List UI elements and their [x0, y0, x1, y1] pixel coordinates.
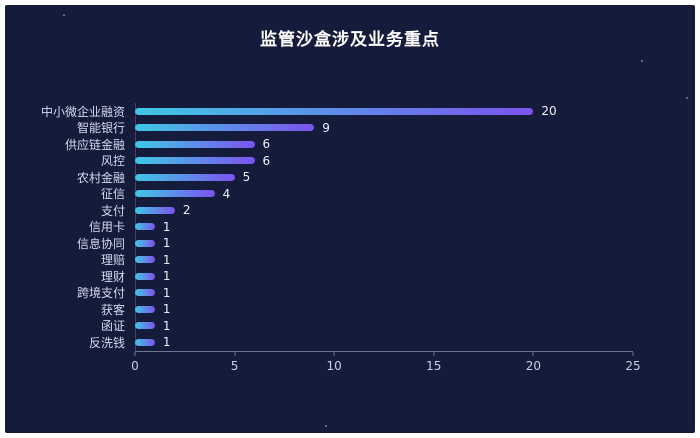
- bar-track: 1: [135, 285, 633, 302]
- value-label: 6: [262, 153, 271, 168]
- bar-track: 1: [135, 252, 633, 269]
- category-label: 跨境支付: [76, 286, 125, 301]
- chart-panel: 监管沙盒涉及业务重点 中小微企业融资 20 智能银行 9 供应链金融 6 风控 6 农村金融 5 征…: [5, 5, 695, 433]
- bar-track: 9: [135, 120, 633, 137]
- bar-row: 支付 2: [13, 202, 633, 219]
- bar: [135, 256, 155, 264]
- x-axis-labels: 0 5 10 15 20 25: [131, 350, 641, 378]
- background-dot: [641, 60, 643, 62]
- bar-track: 1: [135, 318, 633, 335]
- background-dot: [686, 97, 688, 99]
- bar-row: 信息协同 1: [13, 235, 633, 252]
- chart-title: 监管沙盒涉及业务重点: [260, 30, 440, 50]
- value-label: 5: [242, 170, 251, 185]
- value-label: 1: [162, 219, 171, 234]
- background-dot: [63, 14, 65, 16]
- bar-track: 1: [135, 301, 633, 318]
- x-tick-label: 15: [426, 358, 442, 373]
- x-tick-mark: [433, 351, 435, 356]
- bar-track: 6: [135, 136, 633, 153]
- value-label: 2: [182, 203, 191, 218]
- bar-row: 反洗钱 1: [13, 334, 633, 351]
- category-label: 智能银行: [76, 121, 125, 136]
- value-label: 1: [162, 269, 171, 284]
- category-label: 信息协同: [76, 236, 125, 251]
- x-tick-label: 20: [525, 358, 542, 373]
- bar-row: 信用卡 1: [13, 219, 633, 236]
- bar: [135, 157, 255, 165]
- x-tick-label: 25: [625, 358, 641, 373]
- bar-row: 中小微企业融资 20: [13, 103, 633, 120]
- bar-row: 理财 1: [13, 268, 633, 285]
- x-tick-label: 5: [230, 358, 239, 373]
- bar-track: 2: [135, 202, 633, 219]
- bar-row: 理赔 1: [13, 252, 633, 269]
- x-tick-mark: [134, 351, 136, 356]
- bar-row: 风控 6: [13, 153, 633, 170]
- bar: [135, 223, 155, 231]
- bar-track: 6: [135, 153, 633, 170]
- value-label: 4: [222, 186, 231, 201]
- category-label: 供应链金融: [64, 137, 125, 152]
- bar: [135, 206, 175, 214]
- category-label: 风控: [100, 154, 125, 169]
- value-label: 20: [541, 104, 557, 119]
- bar: [135, 239, 155, 247]
- category-label: 支付: [100, 203, 125, 218]
- x-tick-mark: [632, 351, 634, 356]
- bar-track: 20: [135, 103, 633, 120]
- bar-row: 供应链金融 6: [13, 136, 633, 153]
- category-label: 征信: [100, 187, 125, 202]
- x-tick-label: 0: [131, 358, 139, 373]
- bar: [135, 289, 155, 297]
- x-tick-label: 10: [326, 358, 342, 373]
- value-label: 9: [322, 120, 330, 135]
- value-label: 1: [162, 236, 171, 251]
- value-label: 1: [162, 285, 171, 300]
- value-label: 6: [262, 137, 271, 152]
- category-label: 理财: [100, 269, 125, 284]
- bar: [135, 338, 155, 346]
- category-label: 反洗钱: [88, 335, 125, 350]
- bar-row: 农村金融 5: [13, 169, 633, 186]
- bar: [135, 124, 315, 132]
- x-tick-mark: [532, 351, 534, 356]
- bar-track: 4: [135, 186, 633, 203]
- category-label: 农村金融: [76, 170, 125, 185]
- x-tick-mark: [234, 351, 236, 356]
- x-axis: 0 5 10 15 20 25: [13, 350, 641, 378]
- bar-row: 跨境支付 1: [13, 285, 633, 302]
- value-label: 1: [162, 252, 171, 267]
- bar-track: 1: [135, 235, 633, 252]
- value-label: 1: [162, 318, 171, 333]
- bar: [135, 107, 534, 115]
- axis-spacer: [13, 351, 135, 378]
- bar-rows: 中小微企业融资 20 智能银行 9 供应链金融 6 风控 6 农村金融 5 征信 4 支付 2 信用卡 1 信息…: [13, 103, 633, 351]
- bar-track: 1: [135, 334, 633, 351]
- bar-track: 1: [135, 268, 633, 285]
- bar-row: 智能银行 9: [13, 120, 633, 137]
- plot-area: 中小微企业融资 20 智能银行 9 供应链金融 6 风控 6 农村金融 5 征信 4 支付 2 信用卡 1 信息…: [5, 103, 695, 378]
- bar: [135, 272, 155, 280]
- category-label: 中小微企业融资: [40, 104, 125, 119]
- bar: [135, 140, 255, 148]
- x-tick-mark: [333, 351, 335, 356]
- bar: [135, 190, 215, 198]
- bar-row: 获客 1: [13, 301, 633, 318]
- bar-row: 征信 4: [13, 186, 633, 203]
- bar-row: 函证 1: [13, 318, 633, 335]
- value-label: 1: [162, 335, 171, 350]
- bar-track: 1: [135, 219, 633, 236]
- background-dot: [325, 425, 327, 427]
- bar: [135, 173, 235, 181]
- value-label: 1: [162, 302, 171, 317]
- bar-track: 5: [135, 169, 633, 186]
- category-label: 信用卡: [88, 220, 125, 235]
- bar: [135, 305, 155, 313]
- bar: [135, 322, 155, 330]
- category-label: 理赔: [100, 253, 125, 268]
- category-label: 函证: [100, 319, 125, 334]
- category-label: 获客: [100, 302, 125, 317]
